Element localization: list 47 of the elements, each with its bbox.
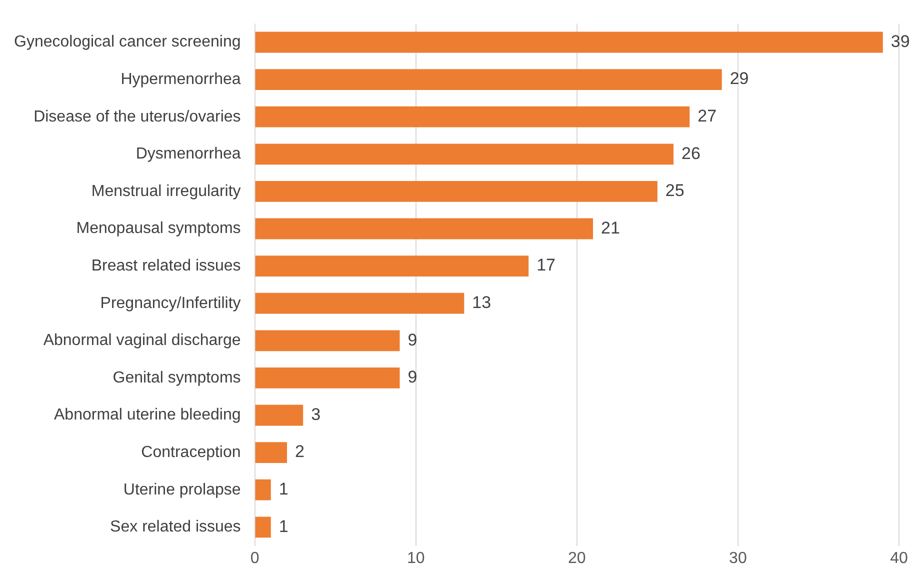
bar [255, 516, 271, 538]
data-label: 39 [890, 32, 910, 51]
bar [255, 404, 304, 426]
bar [255, 368, 400, 388]
data-label: 17 [536, 256, 556, 275]
data-label: 2 [295, 442, 304, 462]
bar [255, 32, 883, 53]
y-tick-label: Hypermenorrhea [120, 70, 241, 88]
y-tick-label: Uterine prolapse [123, 481, 241, 498]
y-tick-label: Disease of the uterus/ovaries [34, 108, 241, 126]
data-label: 1 [278, 516, 288, 536]
bar [255, 181, 658, 202]
y-tick-label: Menopausal symptoms [76, 220, 241, 238]
x-tick-label: 0 [250, 550, 260, 567]
data-label: 1 [278, 480, 288, 499]
y-tick-label: Abnormal vaginal discharge [43, 332, 241, 350]
bar [255, 442, 287, 463]
data-label: 29 [730, 69, 749, 88]
y-tick-label: Contraception [141, 444, 241, 461]
x-tick-label: 10 [406, 550, 425, 567]
y-tick-label: Dysmenorrhea [136, 146, 241, 163]
y-tick-label: Breast related issues [91, 257, 241, 274]
y-tick-label: Menstrual irregularity [91, 182, 241, 200]
y-tick-label: Pregnancy/Infertility [100, 294, 241, 312]
x-tick-label: 30 [729, 550, 747, 567]
bar [255, 330, 400, 352]
bar [255, 218, 593, 240]
data-label: 27 [698, 106, 717, 126]
y-tick-label: Sex related issues [110, 518, 241, 536]
data-label: 3 [311, 404, 321, 424]
data-label: 26 [682, 144, 700, 163]
data-label: 13 [472, 293, 492, 312]
bar [255, 256, 529, 276]
bar [255, 144, 674, 165]
y-tick-label: Gynecological cancer screening [14, 34, 241, 51]
data-label: 9 [408, 330, 418, 350]
x-tick-label: 40 [890, 550, 908, 567]
bar [255, 69, 722, 90]
y-tick-label: Genital symptoms [112, 369, 241, 386]
data-label: 25 [665, 181, 684, 200]
bar [255, 292, 464, 314]
data-label: 9 [408, 368, 418, 387]
x-tick-label: 20 [568, 550, 586, 567]
bar [255, 106, 690, 128]
bar [255, 479, 271, 500]
data-label: 21 [601, 218, 620, 238]
y-tick-label: Abnormal uterine bleeding [54, 406, 241, 424]
